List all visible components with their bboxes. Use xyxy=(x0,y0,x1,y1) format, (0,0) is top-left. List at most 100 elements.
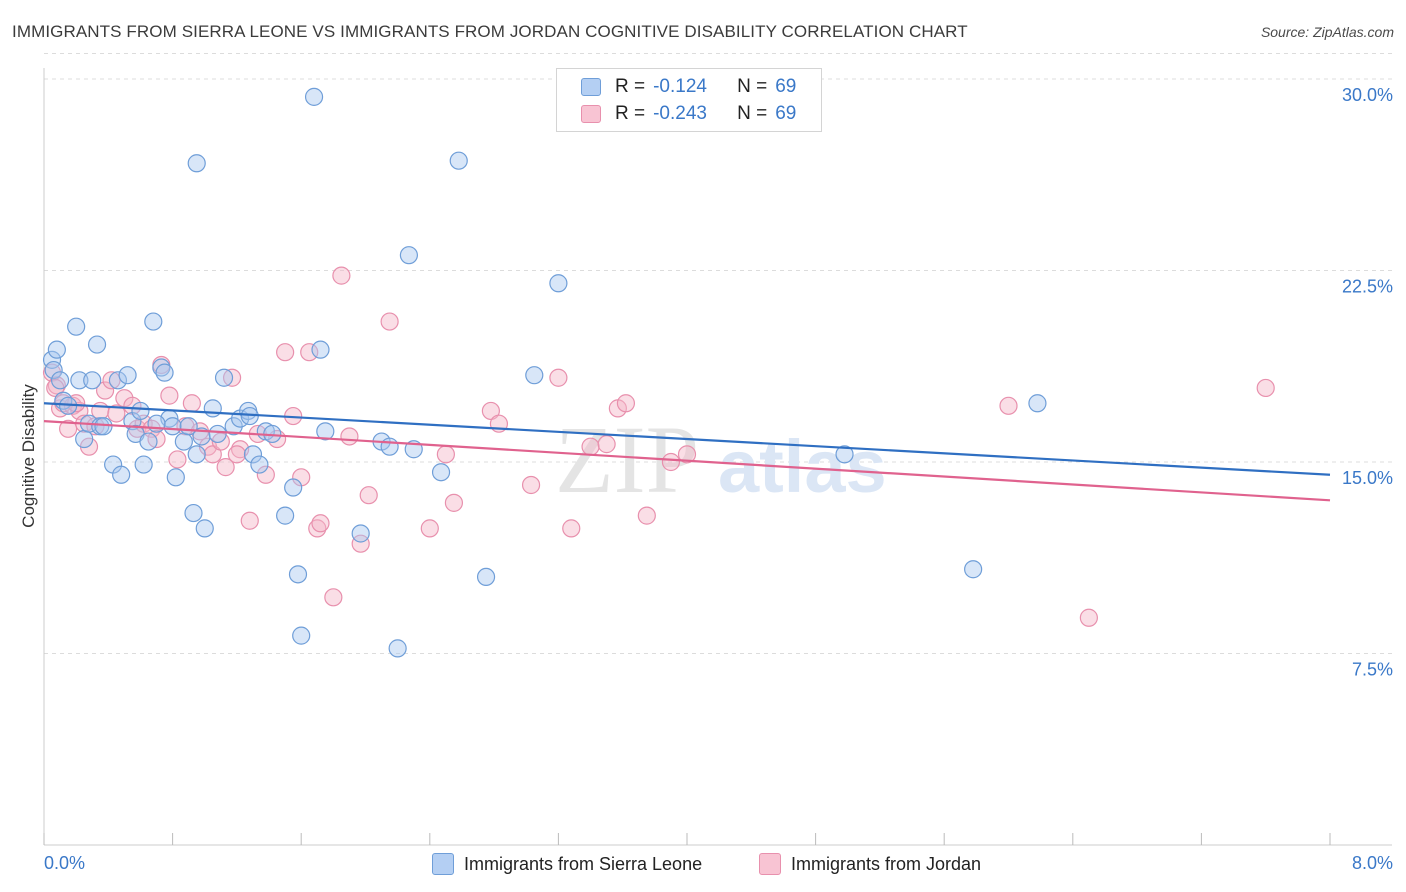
data-point xyxy=(300,343,319,362)
data-point xyxy=(999,396,1018,415)
data-point xyxy=(208,424,227,444)
data-point xyxy=(160,386,179,405)
data-point xyxy=(214,368,234,387)
data-point xyxy=(134,455,153,474)
data-point xyxy=(324,588,343,607)
data-point xyxy=(112,465,131,484)
data-point xyxy=(243,445,263,464)
r-value: -0.124 xyxy=(653,76,707,97)
data-point xyxy=(75,429,94,449)
data-point xyxy=(476,567,496,587)
correlation-legend: R = -0.124 N = 69 R = -0.243 N = 69 xyxy=(556,68,822,132)
r-value: -0.243 xyxy=(653,103,707,124)
data-point xyxy=(616,394,636,413)
data-point xyxy=(276,343,295,362)
data-point xyxy=(147,414,166,433)
data-point xyxy=(311,340,330,359)
data-point xyxy=(292,626,311,645)
data-point xyxy=(107,404,126,423)
data-point xyxy=(87,335,107,354)
data-point xyxy=(964,560,983,579)
x-tick-label: 8.0% xyxy=(1352,853,1393,873)
data-point xyxy=(1079,608,1098,627)
data-point xyxy=(195,519,214,538)
data-point xyxy=(444,493,464,512)
data-point xyxy=(311,514,330,533)
data-point xyxy=(549,274,568,293)
tick-labels: 7.5% 15.0% 22.5% 30.0% 0.0% 8.0% xyxy=(44,85,1393,873)
n-value: 69 xyxy=(775,76,797,97)
data-point xyxy=(227,445,246,464)
watermark-atlas: atlas xyxy=(718,425,887,508)
y-axis-label: Cognitive Disability xyxy=(19,384,38,528)
data-point xyxy=(661,452,681,472)
bottom-legend-sierra-leone: Immigrants from Sierra Leone xyxy=(432,852,702,876)
x-tick-label: 0.0% xyxy=(44,853,85,873)
bottom-legend-jordan: Immigrants from Jordan xyxy=(759,852,981,876)
data-point xyxy=(597,435,616,454)
data-point xyxy=(70,371,89,390)
data-point xyxy=(549,368,568,387)
pink-swatch xyxy=(581,105,601,123)
data-point xyxy=(388,639,407,658)
data-point xyxy=(1256,378,1275,398)
data-point xyxy=(152,358,171,377)
trend-lines xyxy=(43,402,1331,502)
legend-row-sierra-leone: R = -0.124 N = 69 xyxy=(581,75,796,99)
bottom-legend-label: Immigrants from Sierra Leone xyxy=(464,853,703,874)
data-point xyxy=(420,519,439,538)
data-point xyxy=(304,87,324,106)
data-point xyxy=(276,506,295,525)
data-point xyxy=(525,366,544,385)
data-point xyxy=(351,524,370,543)
data-point xyxy=(562,519,581,538)
axes xyxy=(43,68,1392,846)
trend-line-sierra-leone xyxy=(43,402,1331,476)
data-point xyxy=(83,371,102,390)
blue-swatch xyxy=(432,853,454,875)
data-point xyxy=(637,506,656,525)
data-point xyxy=(581,437,600,456)
data-point xyxy=(118,366,137,385)
pink-swatch xyxy=(759,853,781,875)
data-point xyxy=(187,154,206,173)
data-point xyxy=(250,455,269,474)
data-point xyxy=(436,445,455,464)
source-label: Source: ZipAtlas.com xyxy=(1260,24,1394,40)
data-point xyxy=(203,399,222,418)
data-point xyxy=(256,465,275,484)
data-point xyxy=(359,486,378,505)
bottom-legend-label: Immigrants from Jordan xyxy=(791,853,982,874)
y-tick-label: 15.0% xyxy=(1342,468,1393,488)
data-point xyxy=(351,534,370,553)
data-point xyxy=(102,371,121,390)
n-value: 69 xyxy=(775,103,797,124)
series-sierra-leone-points xyxy=(42,87,1047,658)
data-point xyxy=(166,468,185,487)
trend-line-jordan xyxy=(43,420,1331,502)
data-point xyxy=(139,432,158,451)
data-point xyxy=(59,419,78,438)
data-point xyxy=(431,463,451,482)
data-point xyxy=(316,422,335,441)
r-label: R = xyxy=(615,103,646,124)
data-point xyxy=(184,503,203,523)
data-point xyxy=(108,371,128,390)
data-point xyxy=(95,381,115,400)
n-label: N = xyxy=(737,76,768,97)
chart-title: IMMIGRANTS FROM SIERRA LEONE VS IMMIGRAN… xyxy=(12,22,968,41)
r-label: R = xyxy=(615,76,646,97)
data-point xyxy=(284,478,303,497)
data-point xyxy=(677,445,697,464)
data-point xyxy=(240,511,259,530)
data-point xyxy=(67,317,86,336)
data-point xyxy=(155,363,174,382)
data-point xyxy=(288,565,308,584)
data-point xyxy=(380,437,399,456)
y-tick-label: 30.0% xyxy=(1342,85,1393,105)
n-label: N = xyxy=(737,103,768,124)
data-point xyxy=(521,475,541,495)
data-point xyxy=(380,312,399,331)
data-point xyxy=(835,445,854,464)
